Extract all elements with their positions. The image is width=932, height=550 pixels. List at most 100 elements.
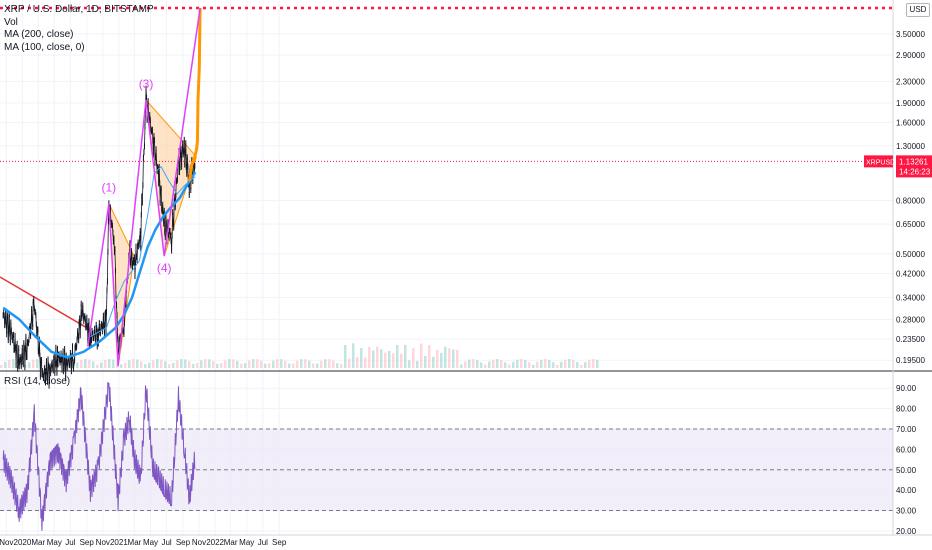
volume-bar [304,359,307,368]
volume-bar [324,359,327,368]
time-axis-label: Jul [161,538,171,547]
rsi-axis-label: 50.00 [896,466,917,475]
volume-bar [552,362,555,368]
volume-bar [196,362,199,368]
rsi-line [2,382,196,531]
volume-bar [540,359,543,368]
currency-button[interactable]: USD [906,3,930,17]
volume-bar [260,360,263,368]
time-axis-label: Jul [65,538,75,547]
volume-bar [92,361,95,368]
volume-bar [240,363,243,368]
volume-bar [428,344,431,368]
volume-bar [404,344,407,368]
volume-bar [376,346,379,368]
time-axis-label: 2022 [206,538,224,547]
volume-bar [152,360,155,368]
price-axis-label: 2.30000 [896,77,925,86]
volume-bar [444,346,447,368]
volume-bar [216,363,219,368]
volume-bar [360,347,363,368]
price-axis-label: 0.28000 [896,315,925,324]
volume-bar [116,361,119,368]
time-axis-label: Nov [96,538,110,547]
price-axis-label: 0.42000 [896,269,925,278]
time-axis-label: 2021 [110,538,128,547]
price-axis-label: 0.23500 [896,335,925,344]
volume-bar [364,357,367,368]
rsi-axis-label: 60.00 [896,445,917,454]
volume-bar [236,360,239,368]
price-axis-label: 0.65000 [896,220,925,229]
rsi-axis-label: 20.00 [896,527,917,536]
volume-bar [276,359,279,368]
volume-bar [148,362,151,368]
volume-bar [84,359,87,368]
symbol-title[interactable]: XRP / U.S. Dollar, 1D, BITSTAMP [4,4,154,15]
volume-bar [544,359,547,368]
volume-bar [4,362,7,368]
volume-bar [480,362,483,368]
volume-legend[interactable]: Vol [4,16,18,28]
volume-bar [88,359,91,368]
price-axis-label: 2.90000 [896,51,925,60]
rsi-axis-label: 70.00 [896,425,917,434]
price-axis-label: 3.50000 [896,30,925,39]
price-axis-label: 1.60000 [896,118,925,127]
volume-bar [568,359,571,368]
rsi-legend[interactable]: RSI (14, close) [4,376,71,387]
price-axis-label: 0.50000 [896,250,925,259]
volume-bar [328,359,331,368]
volume-bar [312,363,315,368]
volume-bar [76,362,79,368]
price-axis-label: 0.34000 [896,293,925,302]
volume-bar [220,363,223,368]
volume-bar [128,360,131,368]
ma200-legend[interactable]: MA (200, close) [4,29,74,40]
volume-bar [156,359,159,368]
volume-bar [228,359,231,368]
price-line [2,88,196,386]
ma100-legend[interactable]: MA (100, close, 0) [4,41,85,53]
time-axis-label: Nov [192,538,206,547]
volume-bar [488,361,491,368]
time-axis-label: Mar [128,538,142,547]
price-axis-label: 1.30000 [896,142,925,151]
volume-bar [420,343,423,368]
volume-bar [292,363,295,368]
volume-bar [380,349,383,368]
time-axis-label: Jul [258,538,268,547]
volume-bar [412,348,415,368]
volume-bar [188,361,191,368]
volume-bar [288,363,291,368]
volume-bar [136,359,139,368]
volume-bar [440,352,443,368]
time-axis-label: Sep [272,538,287,547]
volume-bar [584,362,587,368]
volume-bar [468,359,471,368]
rsi-axis-label: 80.00 [896,405,917,414]
volume-bar [560,361,563,368]
volume-bar [508,364,511,368]
time-axis-label: Sep [176,538,191,547]
volume-bar [464,361,467,368]
volume-bar [548,359,551,368]
volume-bar [456,349,459,368]
volume-bar [556,364,559,368]
time-axis-label: May [239,538,254,547]
volume-bar [564,359,567,368]
volume-bar [452,349,455,368]
rsi-axis-label: 40.00 [896,486,917,495]
volume-bar [124,362,127,368]
volume-bar [504,362,507,368]
volume-bar [432,356,435,368]
volume-bar [308,360,311,368]
volume-bar [576,362,579,368]
price-tag-value: 1.13261 [899,157,928,166]
volume-bar [140,361,143,368]
volume-bar [524,359,527,368]
price-axis-label: 1.90000 [896,99,925,108]
volume-bar [496,359,499,368]
